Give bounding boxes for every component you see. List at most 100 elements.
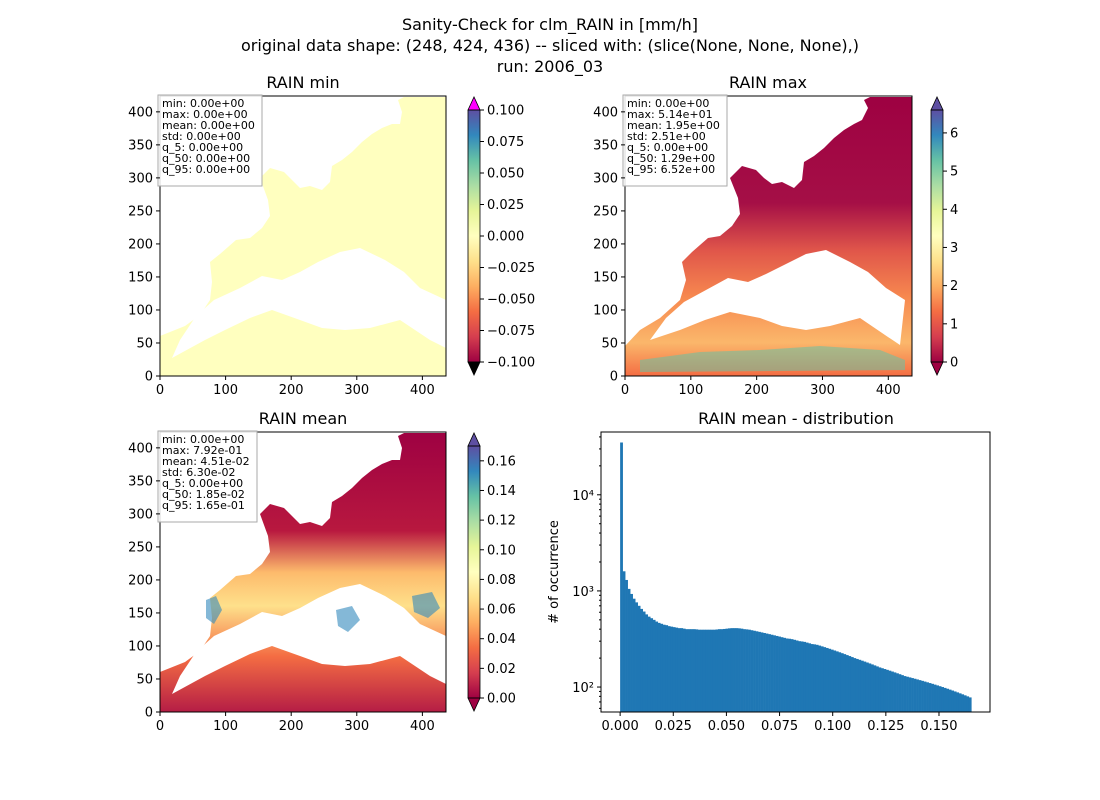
rain-max-stat-q50: q_50: 1.29e+00 [627, 152, 715, 165]
histogram-bar [936, 685, 939, 712]
histogram-bar [725, 628, 729, 712]
histogram-bar [652, 619, 656, 712]
rain-min-stat-q5: q_5: 0.00e+00 [162, 141, 243, 154]
histogram-bar [692, 629, 696, 712]
histogram-bar [662, 624, 666, 712]
colorbar-tick-label: 0.16 [487, 454, 516, 469]
x-tick-label: 0 [621, 383, 629, 398]
histogram-bar [778, 636, 781, 712]
histogram-bar [733, 628, 736, 712]
histogram-bar [655, 621, 659, 712]
y-tick-label: 250 [128, 204, 153, 219]
rain-min-stat-std: std: 0.00e+00 [162, 130, 241, 143]
histogram-bar [717, 629, 721, 712]
histogram-bar [795, 640, 799, 712]
histogram-bar [943, 687, 947, 712]
histogram-bar [672, 627, 676, 712]
rain-max-highland-band [640, 346, 905, 372]
rain-max-stat-mean: mean: 1.95e+00 [627, 119, 720, 132]
histogram-bar [863, 661, 867, 712]
colorbar-tick-label: −0.025 [487, 261, 535, 276]
figure-title-line-1: Sanity-Check for clm_RAIN in [mm/h] [402, 15, 698, 35]
y-tick-label: 100 [128, 303, 153, 318]
rain-max-axes: 0 100 200 300 400 0 50 100 150 200 250 300 350 400 [593, 105, 901, 398]
rain-mean-stat-q5: q_5: 0.00e+00 [162, 477, 243, 490]
rain-min-title: RAIN min [266, 73, 339, 92]
histogram-bar [730, 628, 734, 712]
histogram-bar [665, 625, 669, 712]
rain-mean-stat-min: min: 0.00e+00 [162, 433, 244, 446]
histogram-bar [735, 628, 739, 712]
rain-mean-colorbar-over [467, 432, 481, 447]
rain-max-stat-q5: q_5: 0.00e+00 [627, 141, 708, 154]
y-tick-label: 250 [593, 204, 618, 219]
histogram-bar [660, 623, 664, 712]
histogram-bar [687, 629, 691, 712]
rain-mean-stat-max: max: 7.92e-01 [162, 444, 242, 457]
histogram-bar [675, 627, 679, 712]
y-tick-label: 0 [145, 706, 153, 721]
histogram-bar [901, 675, 904, 712]
histogram-bar [941, 687, 945, 712]
histogram-bar [860, 660, 864, 712]
histogram-bar [685, 629, 689, 712]
colorbar-tick-label: 5 [950, 165, 958, 180]
histogram-bar [645, 614, 649, 712]
colorbar-tick-label: −0.100 [487, 356, 535, 371]
histogram-bar [780, 637, 784, 712]
histogram-bar [627, 588, 631, 712]
rain-max-stat-q95: q_95: 6.52e+00 [627, 163, 715, 176]
rain-max-title: RAIN max [729, 73, 807, 92]
y-tick-label: 350 [128, 474, 153, 489]
histogram-bar [853, 658, 857, 712]
histogram-bars [620, 442, 972, 712]
histogram-bar [743, 629, 746, 712]
histogram-bar [850, 657, 854, 712]
histogram-bar [906, 676, 909, 712]
histogram-bar [818, 645, 822, 712]
colorbar-tick-label: 6 [950, 126, 958, 141]
x-tick-label: 400 [410, 383, 435, 398]
histogram-bar [715, 629, 719, 712]
figure-title-line-2: original data shape: (248, 424, 436) -- … [241, 36, 859, 55]
colorbar-tick-label: 1 [950, 317, 958, 332]
histogram-bar [883, 669, 887, 712]
x-tick-label: 200 [744, 383, 769, 398]
y-tick-label: 400 [128, 441, 153, 456]
y-tick-label: 150 [128, 606, 153, 621]
x-tick-label: 0.025 [655, 719, 692, 734]
histogram-bar [647, 616, 651, 712]
histogram-bar [896, 673, 899, 712]
histogram-bar [928, 683, 932, 712]
histogram-bar [650, 618, 654, 712]
histogram-bar [848, 656, 852, 712]
y-tick-label: 150 [128, 270, 153, 285]
histogram-bar [908, 677, 912, 712]
histogram-bar [790, 639, 794, 712]
histogram-bar [750, 630, 754, 712]
histogram-bar [642, 611, 646, 712]
x-tick-label: 300 [810, 383, 835, 398]
histogram-bar [916, 679, 919, 712]
y-tick-label: 150 [593, 270, 618, 285]
histogram-bar [880, 668, 884, 712]
rain-min-stat-mean: mean: 0.00e+00 [162, 119, 255, 132]
histogram-bar [838, 652, 842, 712]
histogram-bar [788, 638, 791, 712]
colorbar-tick-label: 4 [950, 203, 958, 218]
histogram-title: RAIN mean - distribution [698, 409, 894, 428]
histogram-bar [873, 665, 877, 712]
x-tick-label: 0.000 [602, 719, 639, 734]
histogram-bar [918, 680, 922, 712]
histogram-bar [793, 639, 797, 712]
colorbar-tick-label: −0.050 [487, 293, 535, 308]
y-tick-label: 10³ [572, 585, 594, 600]
rain-mean-colorbar-under [467, 697, 481, 712]
histogram-bar [820, 646, 824, 712]
histogram-bar [948, 689, 952, 712]
histogram-bar [840, 653, 844, 712]
rain-min-axes: 0 100 200 300 400 0 50 100 150 200 250 300 350 400 [128, 105, 435, 398]
histogram-bar [682, 628, 686, 712]
y-tick-label: 350 [593, 138, 618, 153]
histogram-bar [886, 669, 889, 712]
